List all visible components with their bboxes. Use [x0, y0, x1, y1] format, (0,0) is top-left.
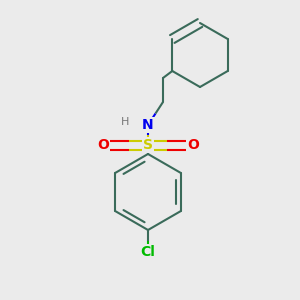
Text: N: N [142, 118, 154, 132]
Text: Cl: Cl [141, 245, 155, 259]
Text: H: H [121, 117, 129, 127]
Text: O: O [97, 138, 109, 152]
Text: O: O [187, 138, 199, 152]
Text: S: S [143, 138, 153, 152]
